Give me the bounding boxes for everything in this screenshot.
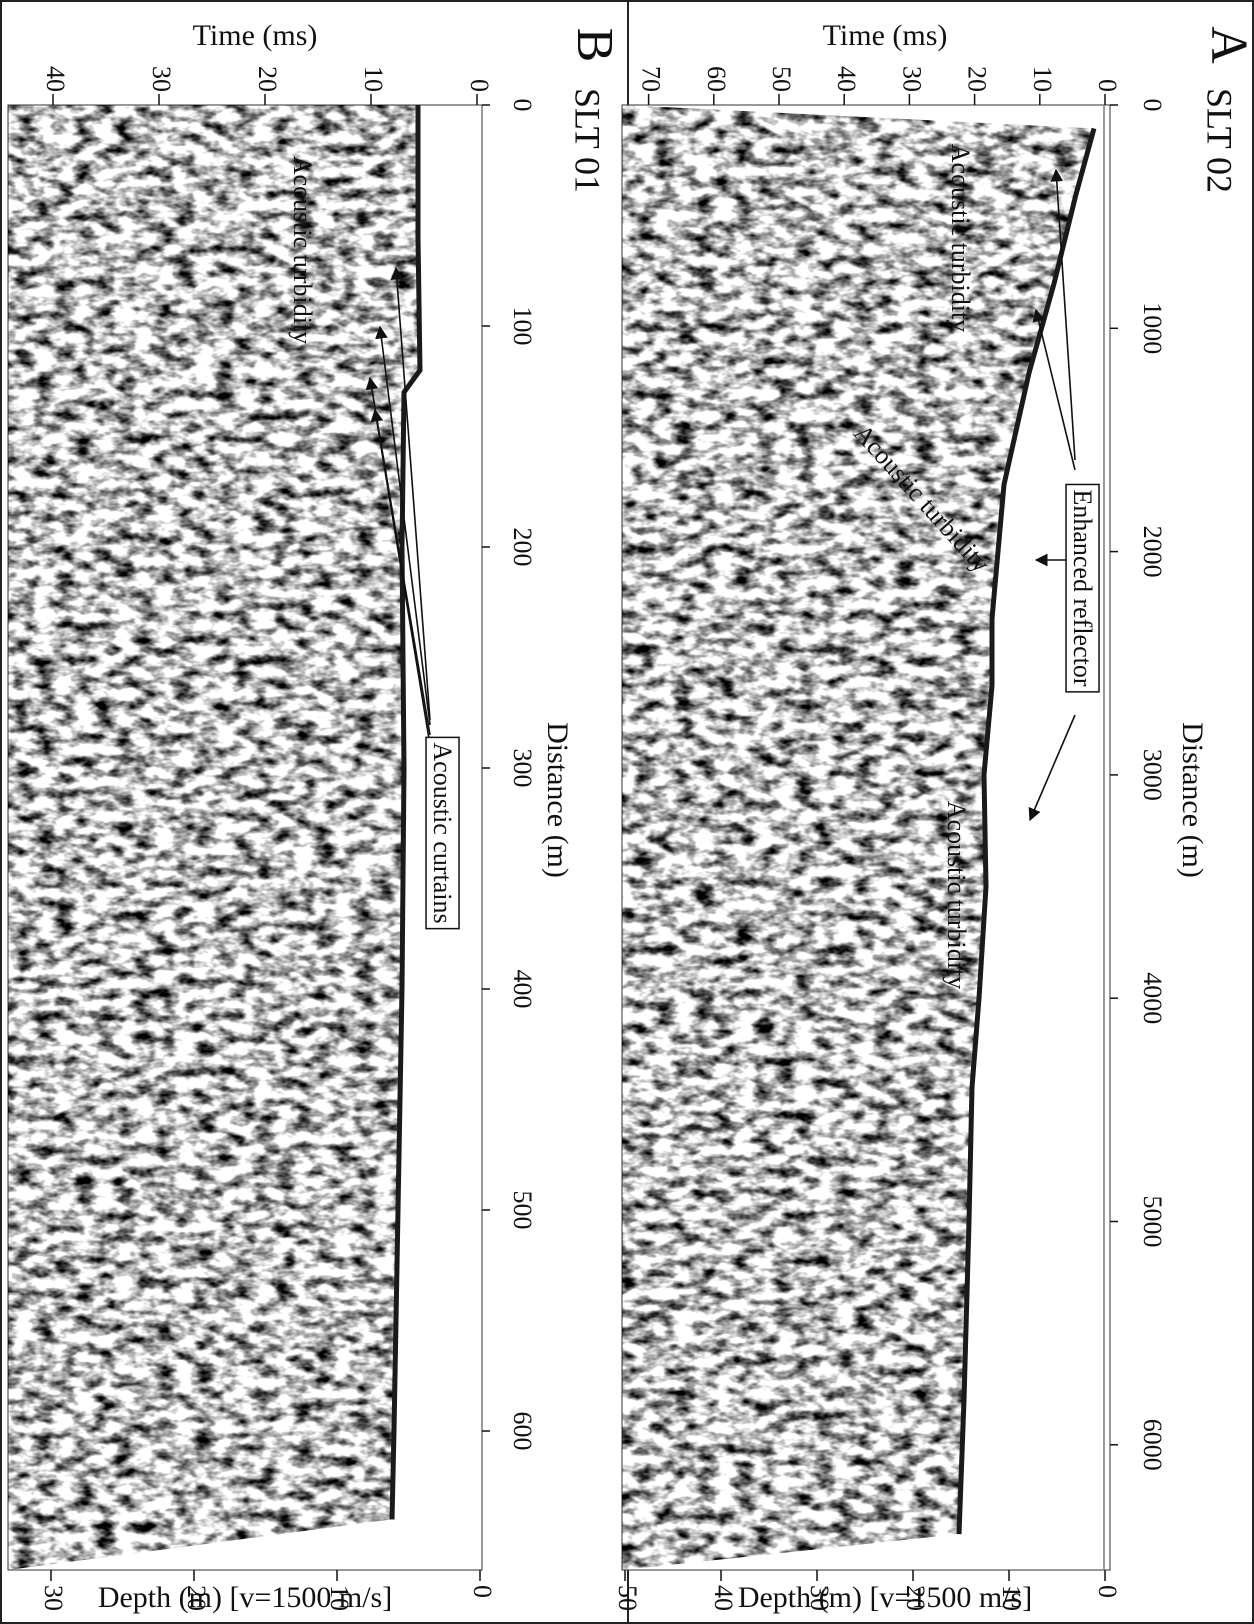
panel-name: SLT 01	[568, 88, 608, 193]
time-tick-label: 0	[1093, 79, 1122, 92]
time-tick-label: 30	[897, 66, 926, 92]
time-tick-label: 30	[147, 66, 176, 92]
depth-tick-label: 30	[39, 1585, 68, 1611]
distance-tick-label: 2000	[1138, 526, 1167, 578]
axis-title: Time (ms)	[823, 19, 948, 52]
depth-tick-label: 10	[997, 1585, 1026, 1611]
distance-tick-label: 500	[508, 1191, 537, 1230]
distance-tick-label: 600	[508, 1412, 537, 1451]
panel-letter: A	[1200, 26, 1254, 64]
depth-tick-label: 20	[901, 1585, 930, 1611]
distance-tick-label: 3000	[1138, 749, 1167, 801]
panel-letter: B	[566, 28, 623, 63]
figure: Time (ms) Time (ms) Depth (m) [v=1500 m/…	[0, 0, 1254, 1624]
depth-tick-label: 50	[613, 1585, 642, 1611]
time-tick-label: 50	[767, 66, 796, 92]
rotated-figure: A SLT 02 Distance (m) 0 10 20 30 40 50 60 70 0 10 20 3…	[8, 26, 1254, 1611]
annotation: Enhanced reflector	[1068, 489, 1097, 686]
annotation: Acoustic turbidity	[288, 156, 317, 344]
time-tick-label: 20	[253, 66, 282, 92]
annotation: Acoustic turbidity	[946, 144, 975, 332]
depth-tick-label: 0	[1093, 1585, 1122, 1598]
distance-tick-label: 300	[508, 749, 537, 788]
time-tick-label: 10	[359, 66, 388, 92]
depth-tick-label: 30	[805, 1585, 834, 1611]
time-tick-label: 70	[637, 66, 666, 92]
time-tick-label: 10	[1028, 66, 1057, 92]
axis-title: Distance (m)	[541, 722, 574, 878]
distance-tick-label: 400	[508, 970, 537, 1009]
depth-tick-label: 0	[468, 1585, 497, 1598]
time-tick-label: 20	[963, 66, 992, 92]
distance-tick-label: 0	[1138, 99, 1167, 112]
distance-tick-label: 5000	[1138, 1196, 1167, 1248]
distance-tick-label: 0	[508, 99, 537, 112]
depth-tick-label: 20	[182, 1585, 211, 1611]
annotation: Acoustic curtains	[428, 742, 457, 923]
axis-title: Distance (m)	[1176, 722, 1209, 878]
depth-tick-label: 40	[709, 1585, 738, 1611]
time-tick-label: 0	[465, 79, 494, 92]
distance-tick-label: 4000	[1138, 972, 1167, 1024]
distance-tick-label: 6000	[1138, 1419, 1167, 1471]
distance-tick-label: 100	[508, 307, 537, 346]
panel-name: SLT 02	[1200, 88, 1240, 193]
depth-tick-label: 10	[325, 1585, 354, 1611]
time-tick-label: 40	[832, 66, 861, 92]
axis-title: Time (ms)	[193, 19, 318, 52]
distance-tick-label: 200	[508, 528, 537, 567]
time-tick-label: 60	[702, 66, 731, 92]
annotation: Acoustic turbidity	[942, 801, 971, 989]
axis-title: Depth (m) [v=1500 m/s]	[738, 1581, 1032, 1614]
distance-tick-label: 1000	[1138, 302, 1167, 354]
time-tick-label: 40	[41, 66, 70, 92]
sediment-reflections	[8, 105, 420, 1570]
